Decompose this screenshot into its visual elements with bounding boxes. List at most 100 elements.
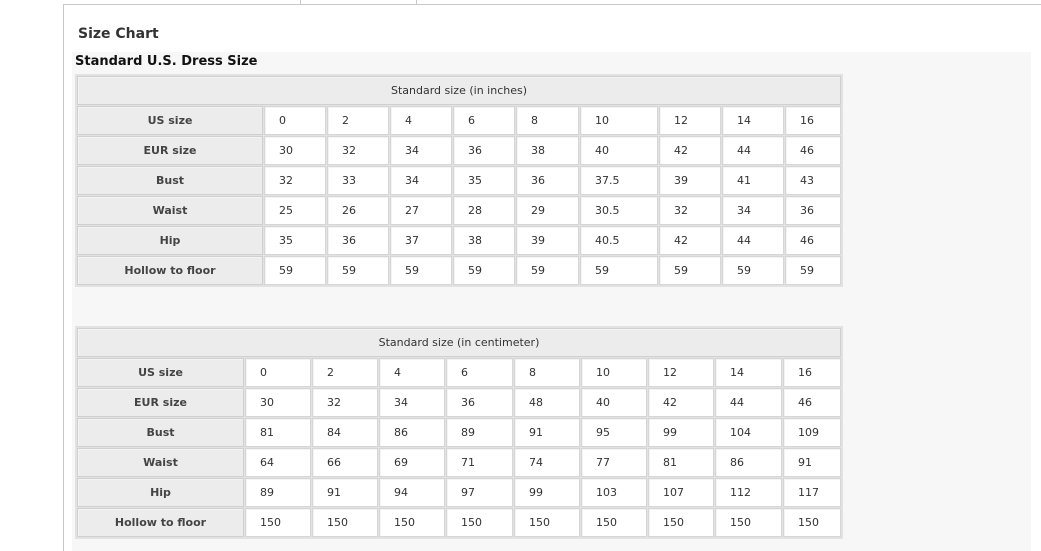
table-cell: 91	[514, 418, 580, 447]
table-cell: 109	[783, 418, 841, 447]
table-cell: 84	[312, 418, 378, 447]
table-cell: 40	[580, 136, 658, 165]
table-caption: Standard size (in inches)	[77, 76, 841, 105]
table-cell: 59	[580, 256, 658, 285]
table-cell: 150	[312, 508, 378, 537]
table-cell: 40.5	[580, 226, 658, 255]
table-cell: 97	[446, 478, 513, 507]
table-cell: 40	[581, 388, 647, 417]
table-cell: 94	[379, 478, 445, 507]
table-cell: 59	[516, 256, 579, 285]
size-table: Standard size (in centimeter) US size 0 2 4 6…	[75, 326, 843, 539]
table-cell: 36	[453, 136, 515, 165]
table-cell: 30	[245, 388, 311, 417]
table-cell: 14	[715, 358, 782, 387]
table-cell: 86	[379, 418, 445, 447]
table-cell: 44	[722, 136, 784, 165]
table-cell: 0	[245, 358, 311, 387]
row-label: Bust	[77, 418, 244, 447]
table-cell: 34	[390, 166, 452, 195]
table-cell: 112	[715, 478, 782, 507]
table-cell: 150	[581, 508, 647, 537]
table-cell: 35	[264, 226, 326, 255]
table-cell: 42	[659, 136, 721, 165]
table-row: Hollow to floor 59 59 59 59 59 59 59 59 59	[77, 256, 841, 285]
table-cell: 12	[659, 106, 721, 135]
table-body: Standard size (in inches) US size 0 2 4 6 8 10 1…	[77, 76, 841, 285]
row-label: Hip	[77, 226, 263, 255]
table-cell: 30	[264, 136, 326, 165]
table-row: Hollow to floor 150 150 150 150 150 150 150 150 1…	[77, 508, 841, 537]
table-cell: 150	[783, 508, 841, 537]
table-cell: 30.5	[580, 196, 658, 225]
table-cell: 36	[327, 226, 389, 255]
table-cell: 36	[516, 166, 579, 195]
table-cell: 32	[312, 388, 378, 417]
table-cell: 59	[453, 256, 515, 285]
table-cell: 89	[446, 418, 513, 447]
table-cell: 29	[516, 196, 579, 225]
table-row: US size 0 2 4 6 8 10 12 14 16	[77, 106, 841, 135]
row-label: Hollow to floor	[77, 508, 244, 537]
frame-border	[63, 4, 64, 551]
table-cell: 150	[715, 508, 782, 537]
table-cell: 104	[715, 418, 782, 447]
row-label: US size	[77, 106, 263, 135]
table-cell: 46	[783, 388, 841, 417]
table-cell: 38	[516, 136, 579, 165]
row-label: Waist	[77, 196, 263, 225]
table-cell: 46	[785, 136, 841, 165]
table-cell: 71	[446, 448, 513, 477]
table-cell: 36	[446, 388, 513, 417]
table-cell: 117	[783, 478, 841, 507]
table-row: Bust 81 84 86 89 91 95 99 104 109	[77, 418, 841, 447]
table-cell: 38	[453, 226, 515, 255]
table-cell: 33	[327, 166, 389, 195]
row-label: EUR size	[77, 388, 244, 417]
section-title: Size Chart	[78, 26, 159, 42]
row-label: Waist	[77, 448, 244, 477]
table-cell: 59	[785, 256, 841, 285]
table-cell: 34	[379, 388, 445, 417]
table-cell: 69	[379, 448, 445, 477]
table-cell: 34	[722, 196, 784, 225]
table-cell: 150	[446, 508, 513, 537]
row-label: Bust	[77, 166, 263, 195]
table-row: Waist 64 66 69 71 74 77 81 86 91	[77, 448, 841, 477]
table-cell: 103	[581, 478, 647, 507]
table-cell: 46	[785, 226, 841, 255]
table-cell: 150	[245, 508, 311, 537]
header-row: Standard size (in inches)	[77, 76, 841, 105]
table-cell: 26	[327, 196, 389, 225]
table-row: Bust 32 33 34 35 36 37.5 39 41 43	[77, 166, 841, 195]
header-row: Standard size (in centimeter)	[77, 328, 841, 357]
table-cell: 34	[390, 136, 452, 165]
table-cell: 59	[327, 256, 389, 285]
table-cell: 91	[312, 478, 378, 507]
section-subtitle: Standard U.S. Dress Size	[75, 54, 258, 69]
table-cell: 12	[648, 358, 714, 387]
table-cell: 95	[581, 418, 647, 447]
table-cell: 36	[785, 196, 841, 225]
table-cell: 99	[648, 418, 714, 447]
table-cell: 99	[514, 478, 580, 507]
table-cell: 42	[648, 388, 714, 417]
table-row: EUR size 30 32 34 36 48 40 42 44 46	[77, 388, 841, 417]
table-row: Waist 25 26 27 28 29 30.5 32 34 36	[77, 196, 841, 225]
table-cell: 16	[785, 106, 841, 135]
table-cell: 4	[390, 106, 452, 135]
table-cell: 2	[312, 358, 378, 387]
table-cell: 8	[516, 106, 579, 135]
table-cell: 10	[581, 358, 647, 387]
table-cell: 150	[514, 508, 580, 537]
row-label: EUR size	[77, 136, 263, 165]
table-cell: 35	[453, 166, 515, 195]
table-cell: 0	[264, 106, 326, 135]
table-row: US size 0 2 4 6 8 10 12 14 16	[77, 358, 841, 387]
table-cell: 8	[514, 358, 580, 387]
table-cell: 64	[245, 448, 311, 477]
table-cell: 32	[659, 196, 721, 225]
table-cell: 44	[715, 388, 782, 417]
table-cell: 59	[722, 256, 784, 285]
table-caption: Standard size (in centimeter)	[77, 328, 841, 357]
